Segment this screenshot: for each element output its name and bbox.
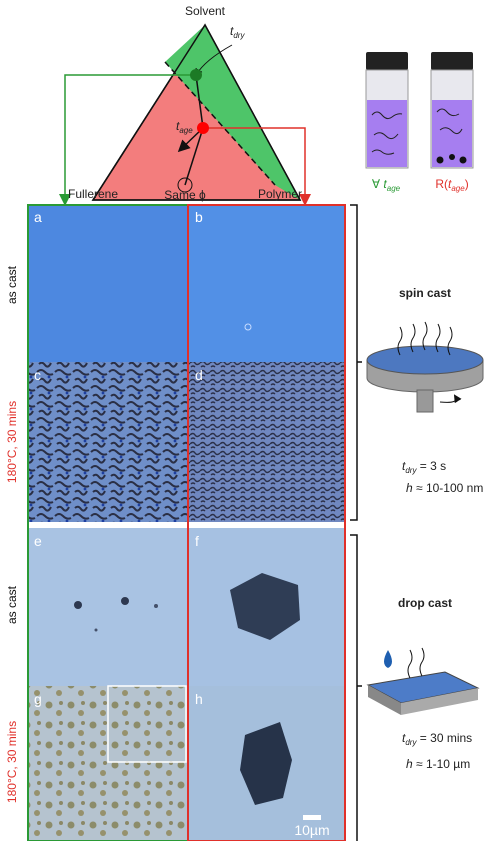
bracket <box>350 205 362 520</box>
vertex-left: Fullerene <box>68 187 118 201</box>
row-label: 180°C, 30 mins <box>5 721 19 803</box>
panel-label: a <box>34 209 42 225</box>
bracket <box>350 535 362 841</box>
panel-label: b <box>195 209 203 225</box>
suffix: ) <box>465 177 469 191</box>
page: {"diagram":{"top":"Solvent","left":"Full… <box>0 0 492 841</box>
prefix: R( <box>435 177 448 191</box>
panels: 10µm <box>28 205 345 841</box>
panel-label: h <box>195 691 203 707</box>
vial-label: ∀ tage <box>372 177 401 193</box>
panel-label: e <box>34 533 42 549</box>
rest: ≈ 10-100 nm <box>413 481 484 495</box>
row-label: 180°C, 30 mins <box>5 401 19 483</box>
scale-bar: 10µm <box>294 822 329 838</box>
rest: = 30 mins <box>416 731 472 745</box>
drying-time: tdry = 3 s <box>402 459 446 475</box>
rest: ≈ 1-10 µm <box>413 757 471 771</box>
method-title: drop cast <box>398 596 452 610</box>
vertex-top: Solvent <box>185 4 226 18</box>
vials: ∀ tage R(tage) <box>366 52 473 193</box>
drying-time: tdry = 30 mins <box>402 731 472 747</box>
row-label: as cast <box>5 265 19 304</box>
thickness: h ≈ 10-100 nm <box>406 481 483 495</box>
figure: Solvent Fullerene Polymer Same ϕ tdry ta… <box>0 0 492 841</box>
row-labels: as cast 180°C, 30 mins as cast 180°C, 30 mi… <box>5 265 19 803</box>
spin-illustration <box>367 322 483 412</box>
thickness: h ≈ 1-10 µm <box>406 757 470 771</box>
method-title: spin cast <box>399 286 451 300</box>
sub: age <box>387 184 401 193</box>
sub: dry <box>233 31 245 40</box>
t-dry: tdry <box>230 24 245 40</box>
panel-label: f <box>195 533 199 549</box>
ternary-diagram: Solvent Fullerene Polymer Same ϕ tdry ta… <box>65 4 305 203</box>
drop-illustration <box>368 648 478 715</box>
vial-label: R(tage) <box>435 177 468 193</box>
rest: = 3 s <box>416 459 446 473</box>
row-label: as cast <box>5 585 19 624</box>
panel-label: g <box>34 691 42 707</box>
panel-label: d <box>195 367 203 383</box>
vertex-right: Polymer <box>258 187 302 201</box>
same-phi: Same ϕ <box>164 188 206 202</box>
sub: age <box>451 184 465 193</box>
prefix: ∀ <box>372 177 384 191</box>
sub: age <box>179 126 193 135</box>
panel-label: c <box>34 367 41 383</box>
